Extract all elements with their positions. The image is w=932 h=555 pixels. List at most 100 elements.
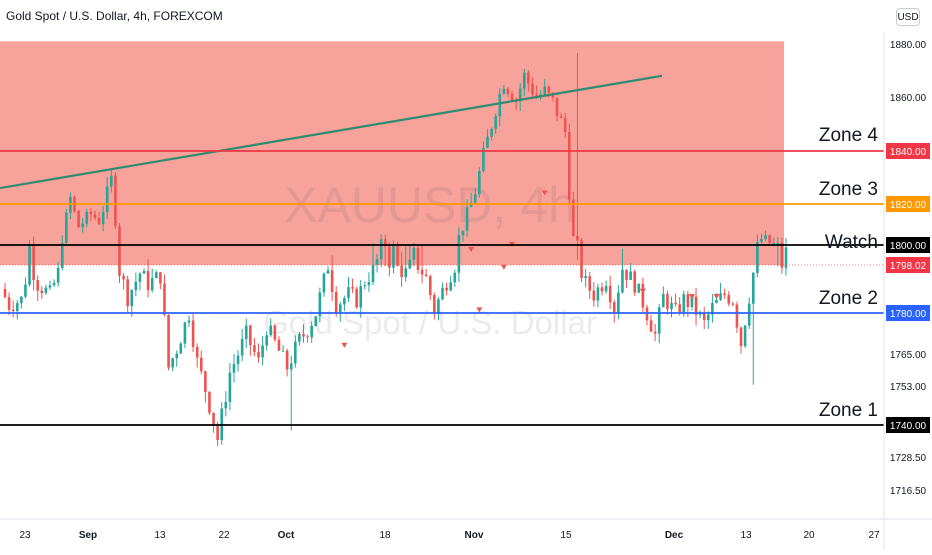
candle xyxy=(388,246,391,268)
down-marker xyxy=(468,247,475,253)
candle xyxy=(641,283,645,308)
candle xyxy=(224,401,228,409)
candle xyxy=(637,283,641,293)
level-label: Watch xyxy=(825,232,878,253)
candle xyxy=(330,270,334,292)
x-tick-label: 23 xyxy=(19,530,31,541)
candle xyxy=(261,345,264,358)
candle xyxy=(527,72,530,84)
candle xyxy=(118,226,121,276)
candle xyxy=(506,88,510,94)
candle xyxy=(518,88,522,102)
candle xyxy=(77,211,80,228)
candle xyxy=(11,309,15,312)
watermark-symbol: XAUUSD, 4h xyxy=(284,177,576,233)
candle xyxy=(338,304,342,314)
candle xyxy=(244,325,248,339)
candle xyxy=(334,291,338,314)
down-marker xyxy=(688,294,695,300)
candle xyxy=(543,86,547,95)
candle xyxy=(130,290,134,307)
candle xyxy=(126,279,129,307)
candle xyxy=(735,304,739,328)
candle xyxy=(122,275,125,280)
price-tag-label: 1800.00 xyxy=(890,241,927,252)
candle xyxy=(465,207,469,231)
y-tick-label: 1716.50 xyxy=(890,486,927,497)
candle xyxy=(408,259,412,269)
candle xyxy=(596,287,600,301)
candle xyxy=(756,242,759,273)
candle xyxy=(191,320,195,348)
level-label: Zone 3 xyxy=(819,179,878,200)
candle xyxy=(751,272,755,304)
candle xyxy=(674,302,677,305)
candle xyxy=(208,391,211,413)
price-tag-label: 1780.00 xyxy=(890,309,927,320)
last-price-tag xyxy=(886,257,930,273)
candle xyxy=(670,302,673,310)
candle xyxy=(494,116,497,129)
candle xyxy=(167,314,170,368)
candle xyxy=(572,199,575,236)
candle xyxy=(694,296,698,315)
candle xyxy=(97,218,101,225)
candle xyxy=(298,334,301,342)
last-price-label: 1798.02 xyxy=(890,261,927,272)
price-axis xyxy=(884,32,932,519)
candle xyxy=(322,273,326,293)
down-marker xyxy=(713,294,720,300)
level-label: Zone 2 xyxy=(819,288,878,309)
x-tick-label: Dec xyxy=(665,530,684,541)
candle xyxy=(199,357,203,372)
candle xyxy=(240,338,244,356)
candle xyxy=(60,242,64,268)
down-marker xyxy=(476,307,483,313)
candle xyxy=(473,194,477,203)
candle xyxy=(142,270,146,274)
candle xyxy=(114,175,117,227)
candle xyxy=(612,302,616,313)
currency-button[interactable]: USD xyxy=(896,8,920,26)
candle xyxy=(584,276,587,279)
candle xyxy=(371,264,375,283)
candle xyxy=(412,247,416,260)
candle xyxy=(110,175,113,187)
candle xyxy=(326,270,330,274)
trendline xyxy=(0,74,663,190)
candle xyxy=(625,269,628,280)
candle xyxy=(15,303,19,312)
candle xyxy=(531,83,534,95)
candle xyxy=(592,290,596,301)
candle xyxy=(318,292,322,317)
candle xyxy=(400,265,403,278)
x-tick-label: 27 xyxy=(868,530,880,541)
candle xyxy=(249,325,252,346)
candle xyxy=(686,294,690,308)
candle xyxy=(702,312,706,321)
candle xyxy=(159,272,162,284)
candle xyxy=(682,294,686,313)
candle xyxy=(24,284,27,297)
candle xyxy=(563,117,567,133)
x-tick-label: Oct xyxy=(278,530,295,541)
y-tick-label: 1753.00 xyxy=(890,382,927,393)
candle xyxy=(764,235,767,239)
candle xyxy=(253,345,256,353)
candle xyxy=(383,239,387,247)
candle xyxy=(559,116,563,118)
price-tag xyxy=(886,143,930,159)
candle xyxy=(363,285,367,287)
candle xyxy=(85,211,89,224)
candle xyxy=(576,235,579,241)
candle xyxy=(232,364,236,373)
candle xyxy=(216,426,219,441)
candle xyxy=(502,88,506,94)
candle xyxy=(228,372,232,402)
candle xyxy=(314,316,318,326)
candle xyxy=(56,267,60,283)
candle xyxy=(343,298,346,305)
candle xyxy=(478,171,481,195)
candle xyxy=(424,274,428,277)
down-marker xyxy=(341,342,348,348)
